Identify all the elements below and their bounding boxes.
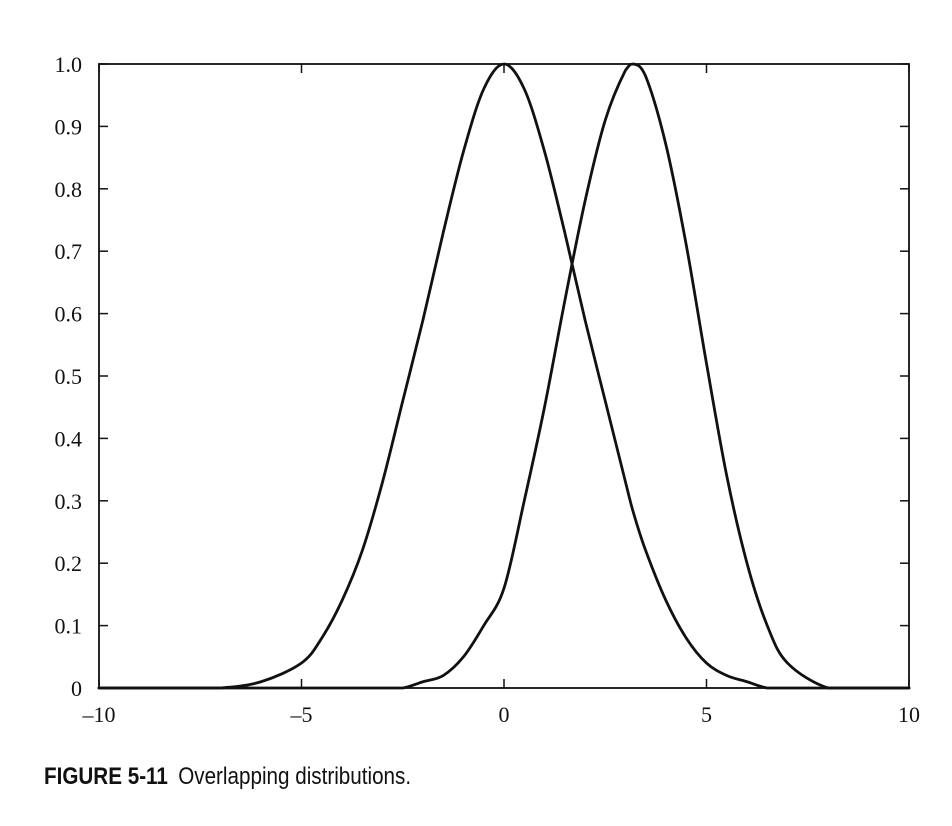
x-tick-label: 0 (499, 702, 510, 727)
series-line-1 (97, 62, 911, 690)
caption-label: FIGURE 5-11 (44, 763, 168, 790)
x-tick-label: 5 (701, 702, 712, 727)
plot-frame (98, 63, 910, 689)
x-tick-label: –5 (290, 702, 313, 727)
y-tick-label: 0.8 (55, 177, 83, 202)
tick-marks (98, 63, 910, 689)
tick-labels: –10 –5 0 5 10 0 0.1 0.2 0.3 0.4 0.5 0.6 0.7 0.8 0.9 1.0 (55, 52, 921, 727)
chart: –10 –5 0 5 10 0 0.1 0.2 0.3 0.4 0.5 0.6 0.7 0.8 0.9 1.0 (55, 52, 921, 727)
series-line-2 (97, 62, 911, 690)
x-tick-label: –10 (82, 702, 116, 727)
y-tick-label: 0.1 (55, 614, 83, 639)
y-tick-label: 0 (71, 676, 82, 701)
y-tick-label: 1.0 (55, 52, 83, 77)
caption-text: Overlapping distributions. (178, 763, 412, 790)
figure-caption: FIGURE 5-11 Overlapping distributions. (44, 763, 411, 791)
y-tick-label: 0.7 (55, 239, 83, 264)
y-tick-label: 0.3 (55, 489, 83, 514)
y-tick-label: 0.9 (55, 114, 83, 139)
y-tick-label: 0.6 (55, 302, 83, 327)
x-tick-label: 10 (898, 702, 920, 727)
series-layer (97, 62, 911, 690)
y-tick-label: 0.2 (55, 551, 83, 576)
y-tick-label: 0.5 (55, 364, 83, 389)
y-tick-label: 0.4 (55, 426, 83, 451)
